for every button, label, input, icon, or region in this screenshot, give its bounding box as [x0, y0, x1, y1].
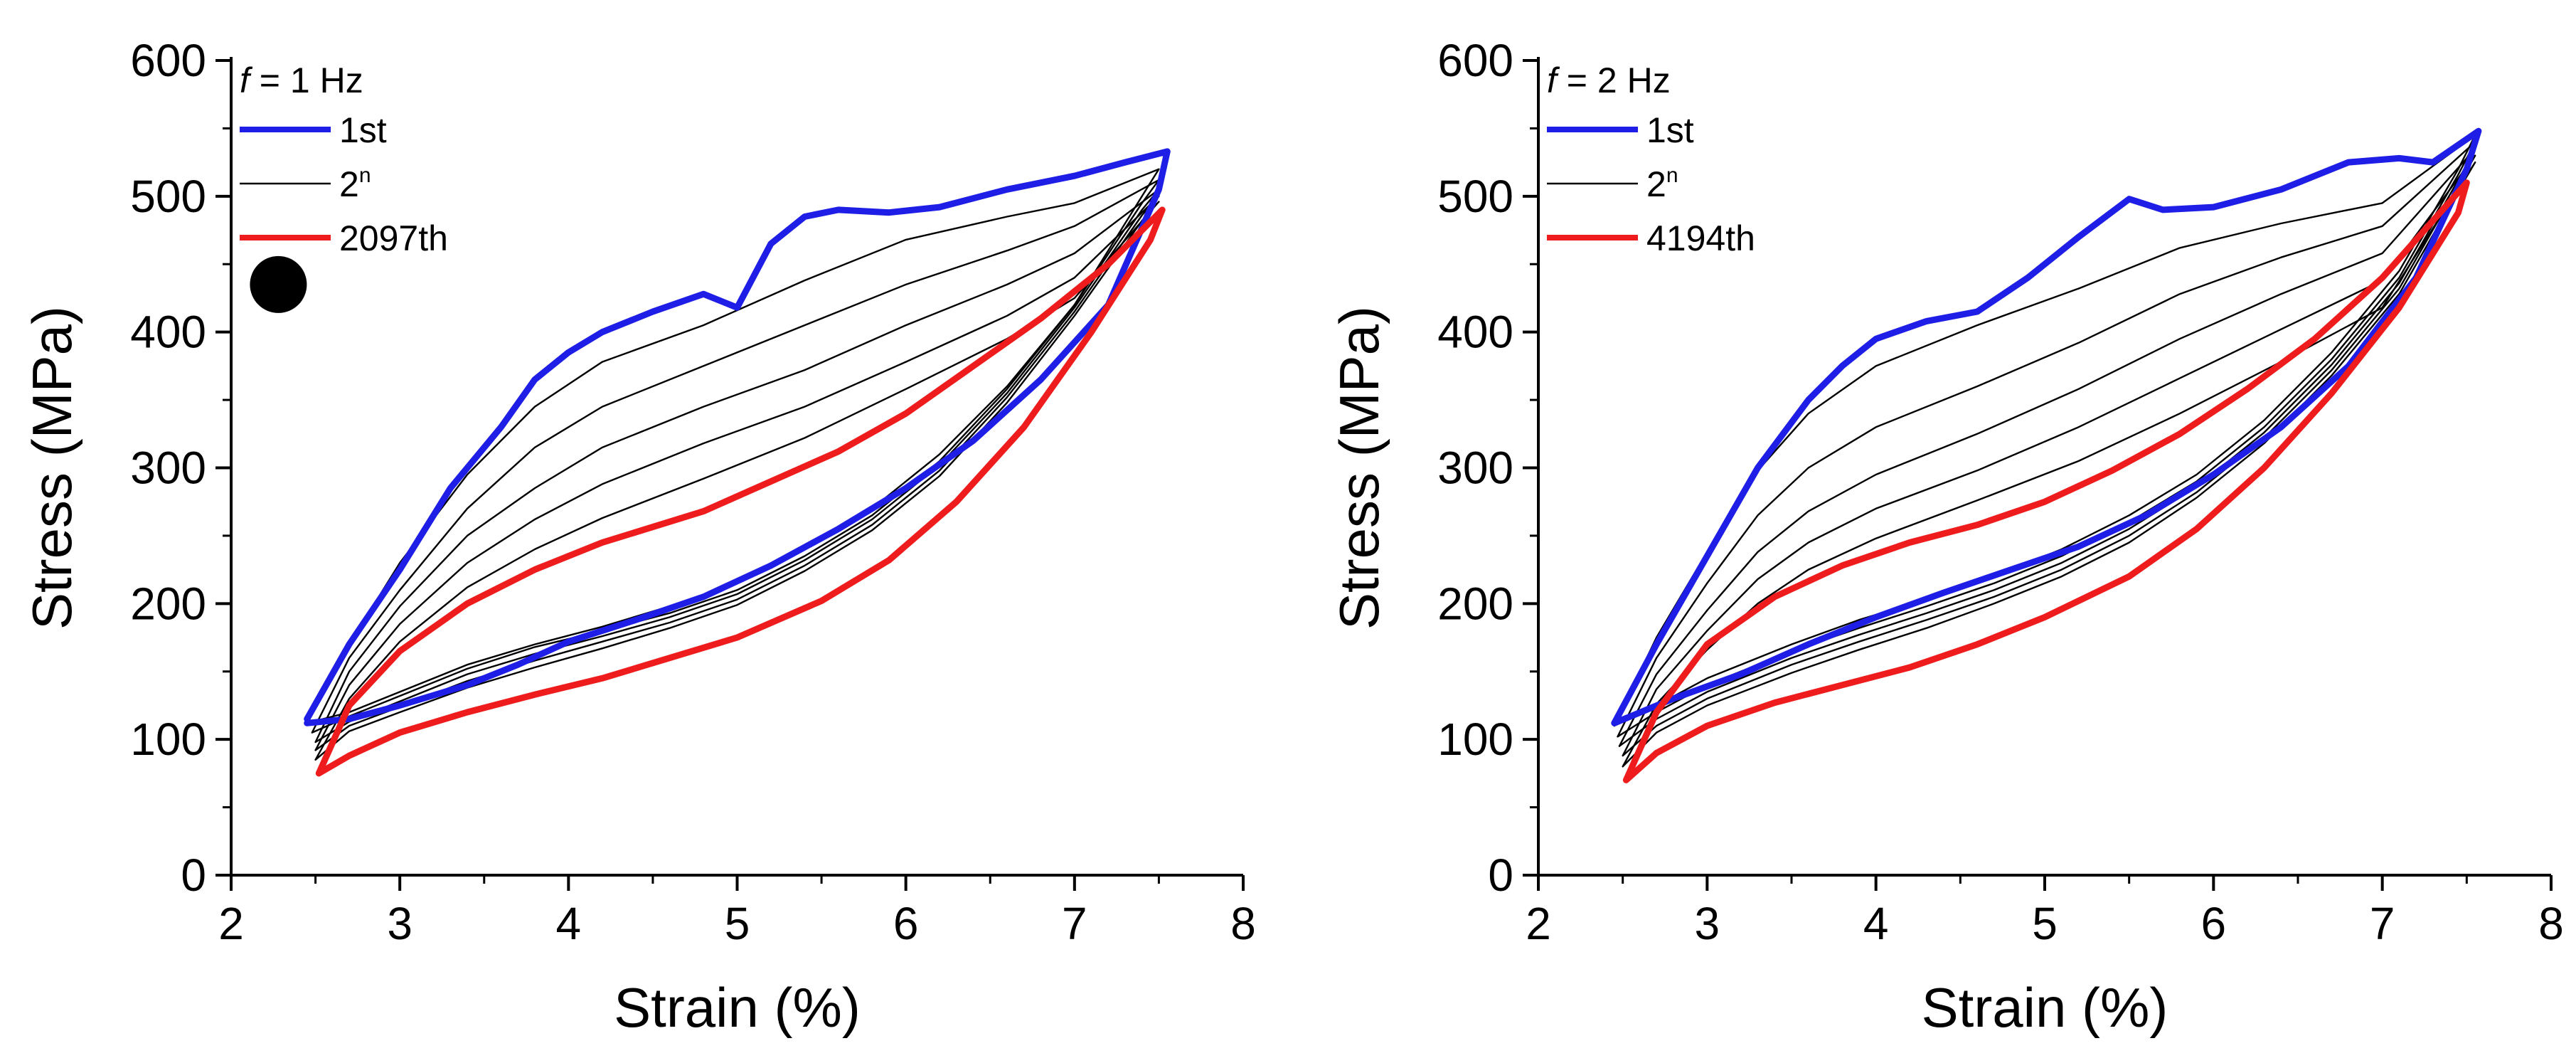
legend-label-superscript: n [1666, 164, 1678, 187]
y-tick-label: 200 [1437, 578, 1513, 629]
legend-label-text: 1st [339, 110, 387, 150]
legend-label-text: 1st [1646, 110, 1694, 150]
y-tick-label: 500 [1437, 171, 1513, 222]
series-2097th-line [315, 206, 1166, 777]
x-tick-label: 6 [2201, 898, 2227, 949]
legend-label: 1st [1646, 110, 1694, 150]
y-tick-label: 0 [1488, 850, 1513, 901]
series-intermediate-d-line [314, 201, 1160, 761]
y-tick-label: 0 [181, 850, 206, 901]
y-tick-label: 600 [130, 35, 206, 86]
series-group [1611, 127, 2482, 783]
legend-title: f = 2 Hz [1547, 60, 1671, 100]
series-intermediate-c-line [314, 195, 1160, 751]
y-tick-label: 600 [1437, 35, 1513, 86]
legend-label-text: 2097th [339, 218, 448, 258]
legend-title: f = 1 Hz [240, 60, 363, 100]
series-group [304, 148, 1171, 777]
x-tick-label: 5 [725, 898, 750, 949]
legend-label: 2097th [339, 218, 448, 258]
legend-label: 2n [1646, 164, 1678, 204]
x-tick-label: 2 [1526, 898, 1551, 949]
y-tick-label: 300 [1437, 443, 1513, 494]
y-tick-label: 500 [130, 171, 206, 222]
legend-label-superscript: n [359, 164, 371, 187]
y-tick-label: 300 [130, 443, 206, 494]
series-1st-line [304, 148, 1171, 726]
y-tick-label: 200 [130, 578, 206, 629]
series-intermediate-b-line [1618, 147, 2476, 747]
legend-title-value: = 1 Hz [250, 60, 363, 100]
x-tick-label: 6 [893, 898, 919, 949]
y-tick-label: 100 [130, 714, 206, 765]
x-tick-label: 3 [1695, 898, 1720, 949]
x-tick-label: 7 [2370, 898, 2395, 949]
x-tick-label: 8 [2538, 898, 2564, 949]
x-tick-label: 4 [556, 898, 582, 949]
y-tick-label: 100 [1437, 714, 1513, 765]
series-1st-line [1611, 127, 2482, 726]
x-tick-label: 3 [387, 898, 413, 949]
series-intermediate-a-line [311, 179, 1160, 734]
legend-label: 2n [339, 164, 371, 204]
legend-label-text: 2 [339, 164, 359, 204]
y-axis-label: Stress (MPa) [21, 306, 83, 630]
panel-2hz: 0 100 200 300 400 500 600 2 3 4 5 6 7 8 Strain (%) Stre… [1328, 35, 2564, 1039]
legend: f = 1 Hz 1st 2n 2097th [240, 60, 448, 258]
series-4194th-line [1622, 179, 2470, 783]
legend-label-text: 4194th [1646, 218, 1755, 258]
series-intermediate-d-line [1622, 161, 2476, 768]
x-tick-label: 8 [1230, 898, 1256, 949]
panel-1hz: 0 100 200 300 400 500 600 2 3 4 5 6 7 8 Strain (%) Stre… [21, 35, 1256, 1039]
legend-label: 1st [339, 110, 387, 150]
legend-label: 4194th [1646, 218, 1755, 258]
y-axis-label: Stress (MPa) [1328, 306, 1390, 630]
series-intermediate-c-line [1622, 154, 2476, 757]
y-tick-label: 400 [130, 307, 206, 358]
legend-title-value: = 2 Hz [1557, 60, 1671, 100]
legend: f = 2 Hz 1st 2n 4194th [1547, 60, 1755, 258]
x-tick-label: 7 [1062, 898, 1087, 949]
x-axis-label: Strain (%) [1922, 976, 2168, 1039]
y-tick-label: 400 [1437, 307, 1513, 358]
x-tick-label: 5 [2032, 898, 2058, 949]
x-tick-label: 2 [218, 898, 244, 949]
x-axis-label: Strain (%) [614, 976, 861, 1039]
filled-circle-marker [250, 255, 307, 313]
series-2nd-line [306, 168, 1160, 724]
x-tick-label: 4 [1863, 898, 1889, 949]
legend-label-text: 2 [1646, 164, 1666, 204]
